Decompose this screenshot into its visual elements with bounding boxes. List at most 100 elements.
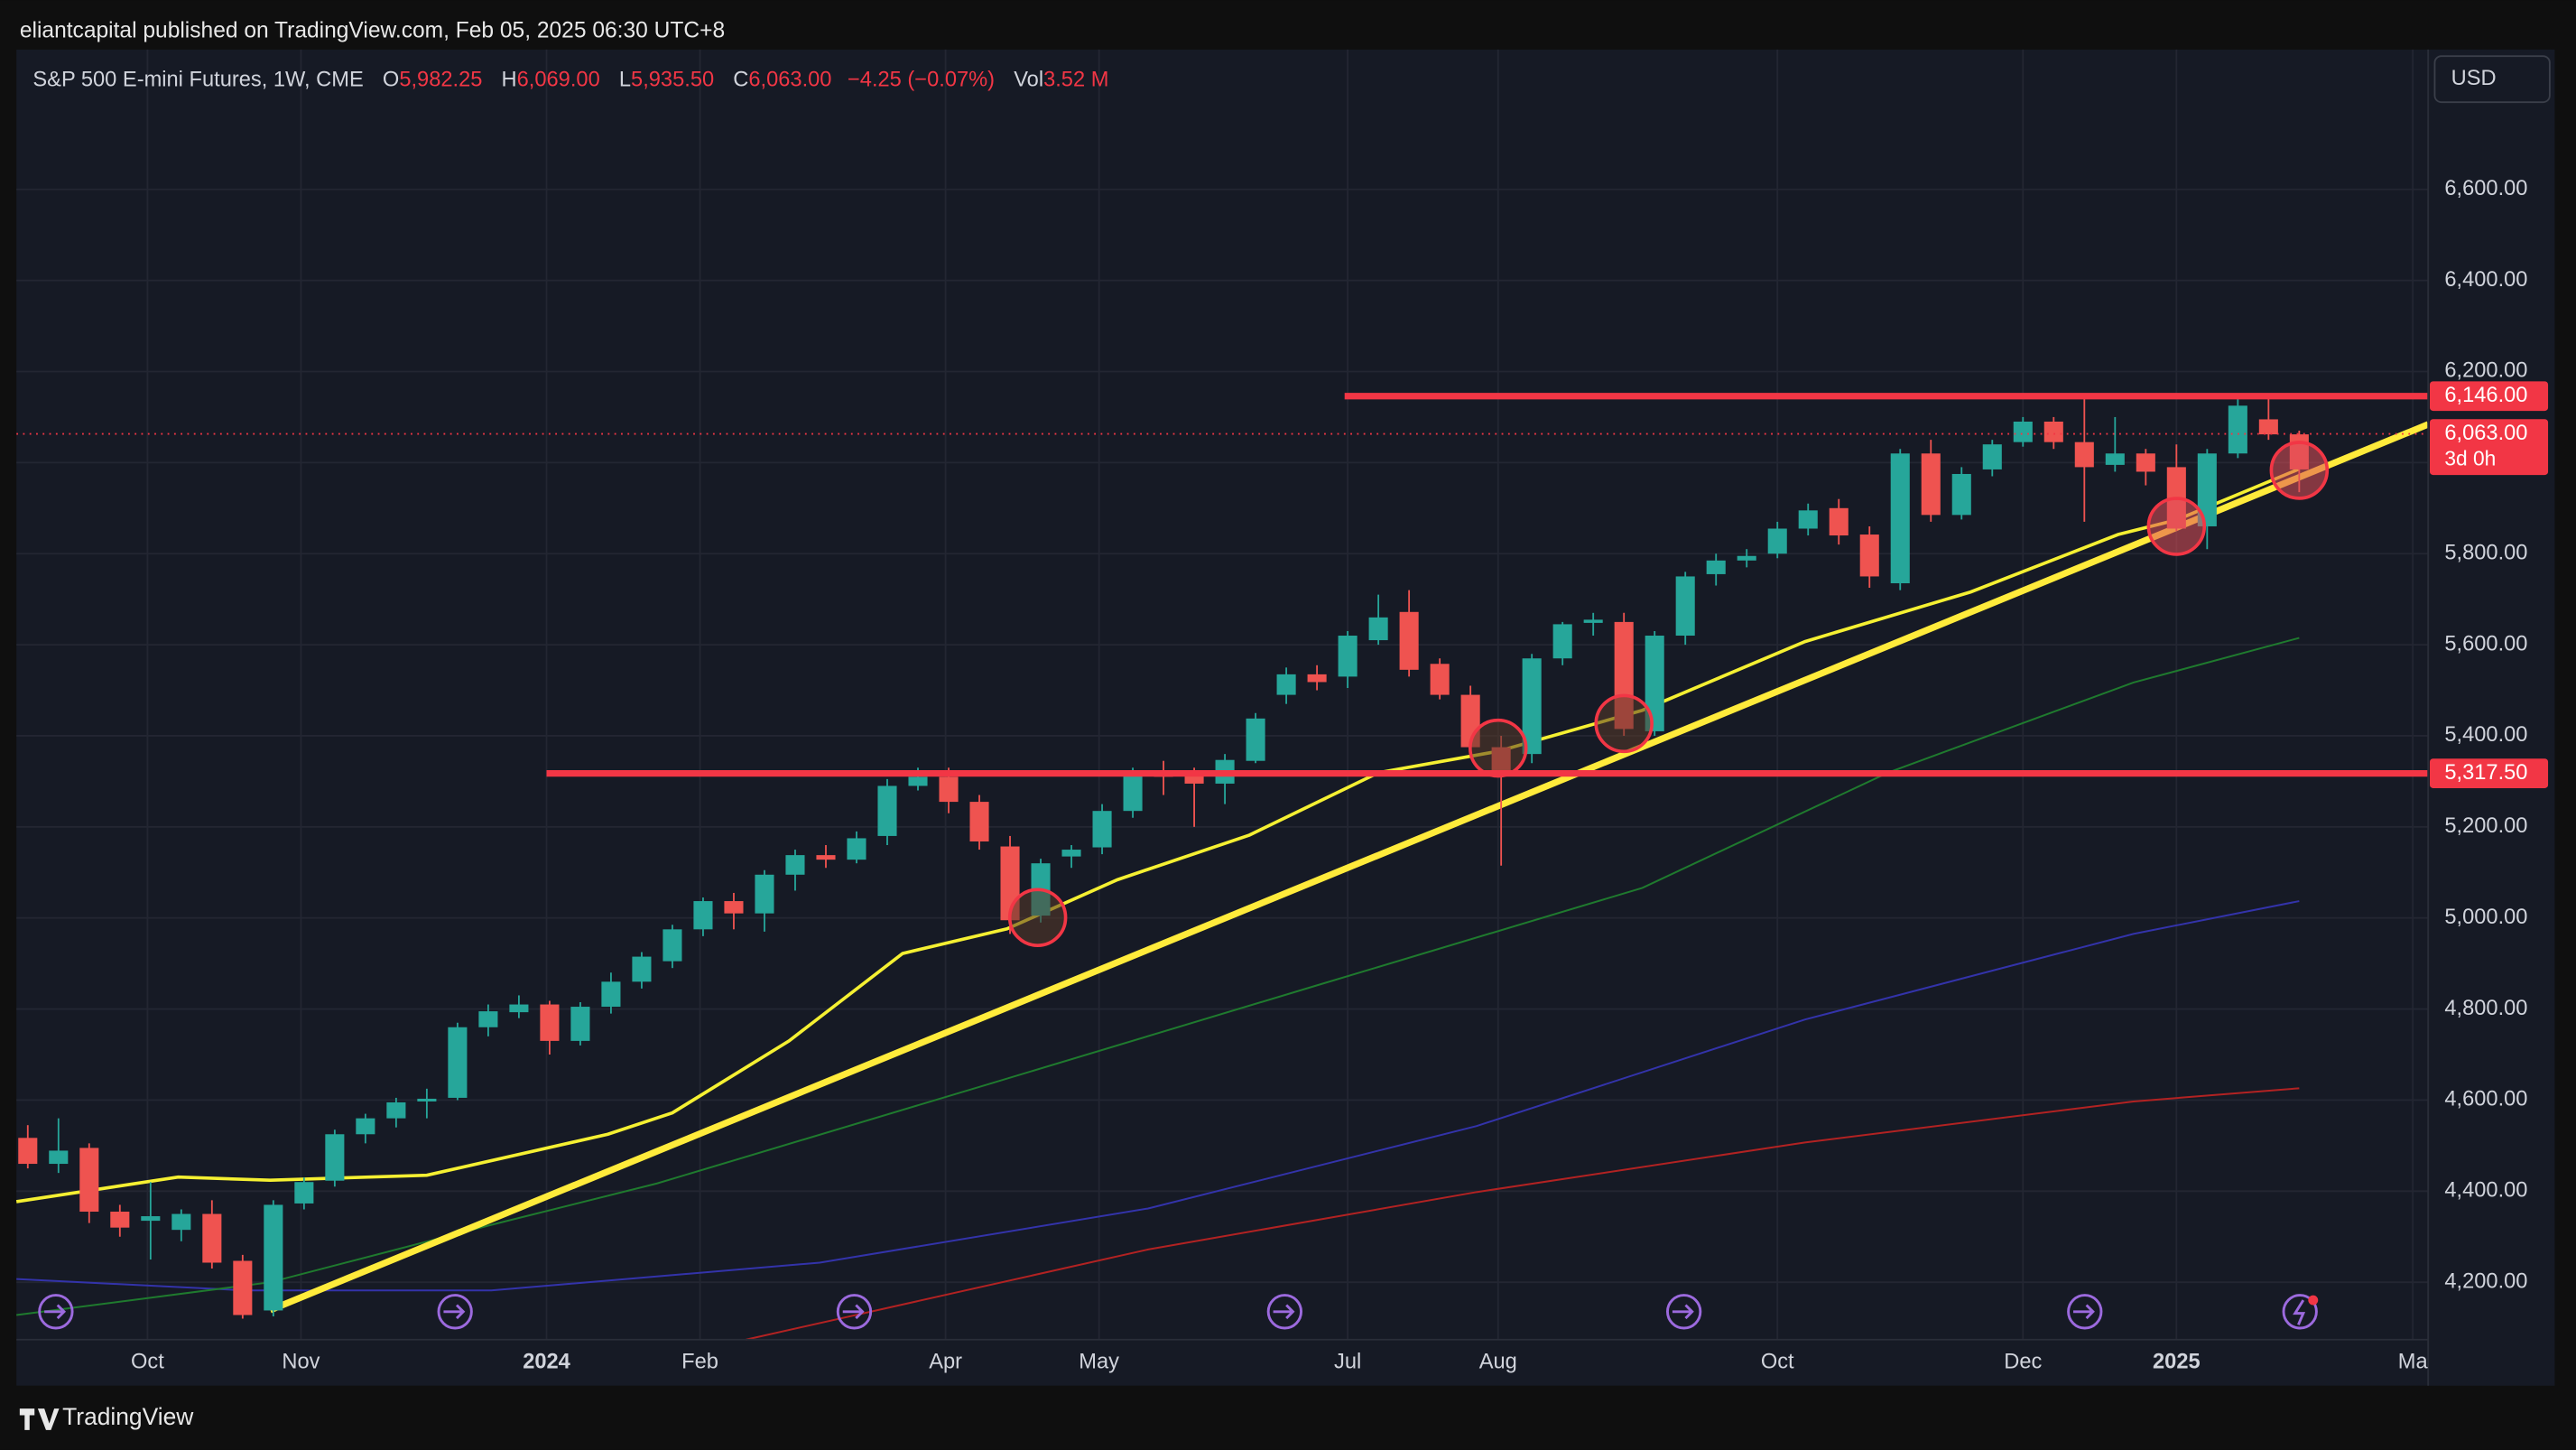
event-dot	[2308, 1295, 2319, 1306]
candle-body	[49, 1150, 69, 1165]
candle-body	[1798, 510, 1818, 529]
candle-body	[171, 1213, 191, 1231]
candle-body	[2197, 453, 2217, 526]
event-glyph	[44, 1299, 2306, 1325]
legend: S&P 500 E-mini Futures, 1W, CME O5,982.2…	[32, 69, 1108, 92]
y-tick-label: 5,800.00	[2444, 541, 2527, 564]
x-tick-label: Apr	[929, 1350, 962, 1373]
x-tick-label: Oct	[131, 1350, 164, 1373]
candle-body	[1338, 636, 1357, 677]
event-icon[interactable]	[836, 1294, 873, 1330]
candle-body	[1859, 534, 1879, 577]
candle-body	[1246, 718, 1265, 761]
y-tick-label: 5,200.00	[2444, 814, 2527, 838]
candle-body	[448, 1027, 468, 1098]
candle-body	[570, 1007, 590, 1041]
event-icon[interactable]	[437, 1294, 473, 1330]
candle-body	[1737, 555, 1756, 561]
x-tick-label: Nov	[282, 1350, 320, 1373]
y-tick-label: 6,600.00	[2444, 177, 2527, 200]
legend-value: 5,935.50	[631, 69, 714, 92]
legend-change: −4.25 (−0.07%)	[848, 69, 995, 92]
candle-body	[755, 874, 774, 914]
y-tick-label: 5,400.00	[2444, 723, 2527, 747]
x-tick-label: Oct	[1761, 1350, 1794, 1373]
currency-button[interactable]	[2433, 55, 2551, 104]
candle-body	[847, 838, 866, 860]
x-tick-label: Aug	[1479, 1350, 1517, 1373]
candle-body	[1184, 773, 1204, 784]
candle-body	[816, 855, 836, 860]
candle-body	[325, 1134, 345, 1181]
x-tick-label: 2025	[2153, 1350, 2201, 1373]
y-tick-label: 5,000.00	[2444, 906, 2527, 929]
candle-body	[540, 1004, 560, 1041]
y-tick-label: 4,800.00	[2444, 997, 2527, 1020]
highlight-circle	[2269, 441, 2330, 500]
candle-body	[202, 1213, 222, 1263]
event-icon[interactable]	[2282, 1294, 2318, 1330]
highlight-circle	[1594, 693, 1654, 754]
candle-body	[2105, 453, 2125, 465]
candle-body	[1552, 624, 1572, 659]
candle-body	[2043, 421, 2063, 442]
candle-body	[2258, 419, 2278, 435]
legend-label: C	[733, 69, 748, 92]
symbol: S&P 500 E-mini Futures, 1W, CME	[32, 69, 363, 92]
candle-body	[785, 855, 805, 875]
last-price-label: 6,063.00	[2444, 422, 2527, 445]
y-tick-label: 6,200.00	[2444, 359, 2527, 383]
candle-body	[386, 1101, 406, 1119]
legend-value: 3.52 M	[1043, 69, 1108, 92]
x-tick-label: Jul	[1334, 1350, 1361, 1373]
chart-panel	[16, 49, 2555, 1386]
highlight-circle	[1007, 888, 1068, 947]
candle-body	[1890, 453, 1910, 584]
y-tick-label: 4,600.00	[2444, 1088, 2527, 1111]
candle-body	[1675, 576, 1695, 637]
candle-body	[294, 1182, 314, 1204]
candle-body	[18, 1138, 38, 1165]
candle-body	[1061, 850, 1081, 857]
candle-body	[1706, 560, 1726, 574]
y-tick-label: 4,400.00	[2444, 1179, 2527, 1203]
candle-body	[1276, 674, 1296, 695]
candle-body	[1921, 453, 1941, 516]
level-label-box	[2430, 381, 2549, 412]
level-label-box	[2430, 758, 2549, 788]
currency[interactable]: USD	[2451, 67, 2497, 90]
candle-body	[417, 1098, 437, 1101]
legend-label: H	[502, 69, 517, 92]
y-tick-label: 4,200.00	[2444, 1269, 2527, 1293]
highlight-circle	[1468, 718, 1528, 778]
candle-body	[478, 1011, 498, 1027]
event-icon[interactable]	[2067, 1294, 2103, 1330]
event-icon[interactable]	[1266, 1294, 1303, 1330]
event-icon[interactable]	[1665, 1294, 1702, 1330]
x-tick-label: Feb	[681, 1350, 718, 1373]
brand-name: TradingView	[62, 1403, 194, 1430]
x-tick-label: May	[1079, 1350, 1119, 1373]
candle-body	[632, 956, 652, 982]
candle-body	[1583, 619, 1603, 623]
candle-body	[908, 776, 928, 786]
candle-body	[1092, 811, 1112, 848]
candle-body	[233, 1260, 253, 1315]
level-label: 6,146.00	[2444, 384, 2527, 407]
x-tick-label: Dec	[2004, 1350, 2042, 1373]
brand: TradingView	[19, 1403, 194, 1430]
brand-logo	[19, 1408, 60, 1430]
candle-body	[1767, 528, 1787, 554]
event-icon[interactable]	[38, 1294, 74, 1330]
level-label: 5,317.50	[2444, 761, 2527, 785]
candle-body	[1123, 773, 1143, 812]
last-price-box	[2430, 419, 2549, 476]
legend-value: 6,069.00	[517, 69, 600, 92]
published-note: eliantcapital published on TradingView.c…	[20, 18, 725, 42]
legend-label: O	[383, 69, 399, 92]
candle-body	[693, 901, 713, 930]
candle-body	[939, 776, 959, 803]
candle-body	[724, 901, 744, 914]
candle-body	[79, 1148, 99, 1213]
